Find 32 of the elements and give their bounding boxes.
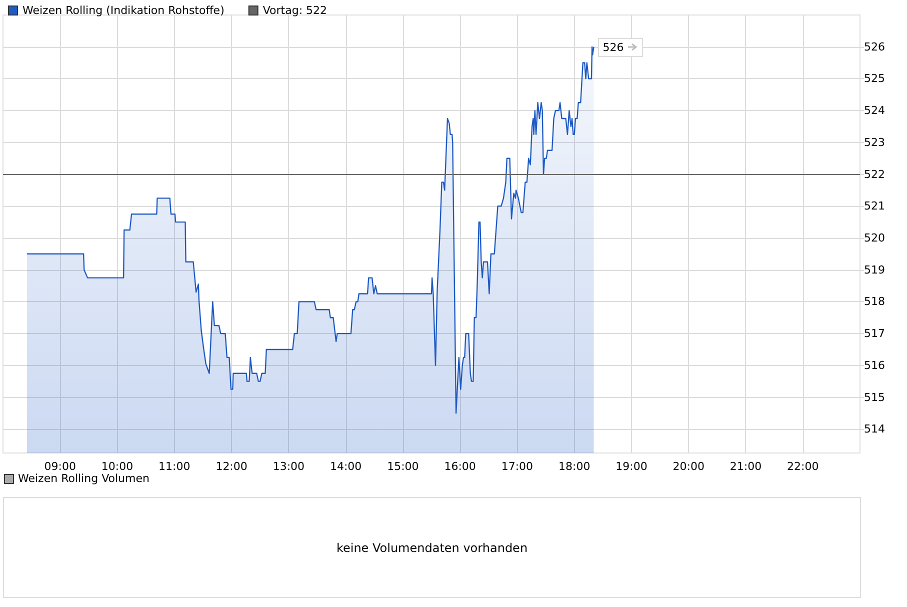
y-tick-label: 516 bbox=[864, 358, 885, 372]
x-tick-label: 13:00 bbox=[272, 460, 305, 473]
x-tick-label: 20:00 bbox=[672, 460, 704, 473]
y-tick-label: 515 bbox=[864, 390, 885, 404]
y-tick-label: 520 bbox=[864, 231, 885, 244]
x-tick-label: 09:00 bbox=[44, 460, 76, 473]
y-tick-label: 523 bbox=[864, 136, 885, 149]
y-tick-label: 519 bbox=[864, 263, 885, 276]
x-tick-label: 21:00 bbox=[730, 460, 762, 473]
y-tick-label: 517 bbox=[864, 327, 885, 340]
x-tick-label: 19:00 bbox=[616, 460, 648, 473]
y-tick-label: 526 bbox=[864, 40, 885, 54]
x-tick-label: 18:00 bbox=[558, 460, 590, 473]
text: keine Volumendaten vorhanden bbox=[3, 497, 861, 598]
x-tick-label: 17:00 bbox=[501, 460, 534, 473]
legend-label: Weizen Rolling (Indikation Rohstoffe) bbox=[22, 4, 224, 17]
x-tick-label: 16:00 bbox=[444, 460, 476, 473]
y-tick-label: 525 bbox=[864, 72, 885, 86]
y-tick-label: 521 bbox=[864, 200, 885, 213]
y-tick-label: 514 bbox=[864, 422, 885, 436]
x-tick-label: 11:00 bbox=[158, 460, 190, 473]
y-tick-label: 522 bbox=[864, 168, 885, 181]
legend-label: Vortag: 522 bbox=[262, 4, 328, 17]
x-tick-label: 10:00 bbox=[101, 460, 134, 473]
y-tick-label: 524 bbox=[864, 104, 885, 118]
x-tick-label: 12:00 bbox=[216, 460, 248, 473]
annotation: 526 bbox=[598, 38, 643, 57]
x-tick-label: 14:00 bbox=[330, 460, 362, 473]
x-tick-label: 15:00 bbox=[387, 460, 419, 473]
y-tick-label: 518 bbox=[864, 295, 885, 308]
x-tick-label: 22:00 bbox=[787, 460, 819, 473]
text: Weizen Rolling Volumen bbox=[18, 472, 150, 485]
